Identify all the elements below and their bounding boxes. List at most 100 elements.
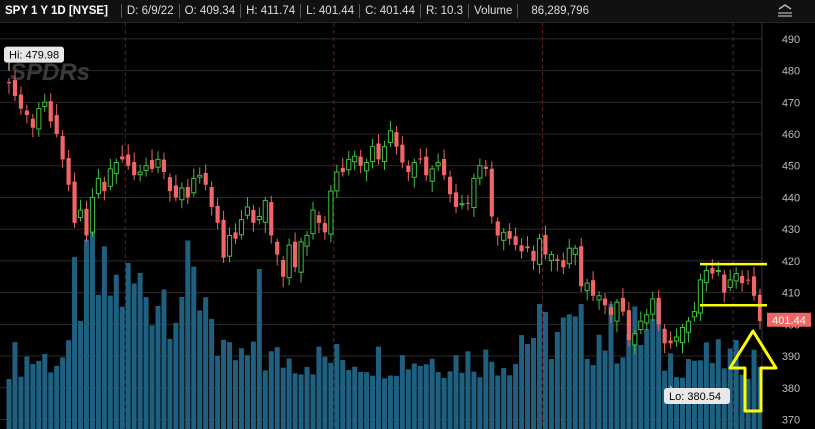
candle-body — [543, 234, 548, 255]
annotations: Hi: 479.98 Lo: 380.54 401.44 — [4, 46, 811, 413]
candle-body — [358, 156, 363, 166]
candle-body — [113, 162, 119, 175]
volume-bar — [209, 318, 215, 429]
candle-body — [328, 190, 334, 235]
volume-bar — [638, 344, 644, 429]
candle-body — [334, 171, 340, 192]
volume-bar — [560, 317, 566, 429]
volume-bar — [584, 358, 590, 429]
candle-body — [555, 259, 560, 261]
candle-body — [596, 295, 602, 301]
candle-body — [173, 185, 178, 198]
y-tick-label: 380 — [782, 383, 800, 395]
candle-body — [167, 177, 173, 192]
candle-body — [197, 174, 203, 178]
y-tick-label: 370 — [782, 414, 800, 426]
candle-body — [662, 328, 667, 344]
candle-body — [120, 156, 125, 160]
candle-body — [548, 254, 554, 262]
close-readout: C: 401.44 — [365, 5, 415, 17]
volume-bar — [399, 355, 405, 429]
candle-body — [638, 320, 644, 331]
y-tick-label: 440 — [782, 192, 800, 204]
candle-body — [525, 246, 530, 249]
volume-bar — [471, 371, 477, 429]
y-tick-label: 410 — [782, 288, 800, 300]
candle-body — [179, 187, 185, 201]
volume-bar — [405, 369, 411, 429]
volume-bar — [78, 321, 84, 429]
volume-bar — [596, 334, 602, 429]
volume-bar — [48, 372, 54, 429]
candle-body — [668, 340, 673, 344]
candle-body — [275, 241, 280, 255]
volume-bar — [477, 377, 483, 429]
volume-bar — [24, 356, 30, 429]
candle-body — [387, 130, 394, 143]
volume-bar — [489, 361, 495, 429]
volume-bar — [531, 337, 537, 429]
volume-bar — [453, 355, 459, 429]
candle-body — [244, 206, 250, 216]
volume-bar — [30, 364, 36, 429]
volume-bar — [745, 378, 751, 429]
candle-body — [293, 241, 298, 268]
y-tick-label: 490 — [782, 34, 800, 46]
candle-body — [471, 177, 477, 208]
volume-bar — [501, 367, 507, 429]
volume-bar — [155, 305, 161, 429]
header-divider — [300, 4, 302, 18]
volume-bar — [131, 283, 137, 429]
candle-body — [536, 238, 543, 265]
candle-body — [495, 221, 500, 236]
candlesticks — [6, 70, 763, 355]
volume-bar — [417, 365, 423, 429]
volume-bar — [137, 272, 143, 429]
candle-body — [715, 269, 721, 272]
volume-bar — [376, 346, 382, 429]
volume-bar — [650, 318, 656, 429]
volume-bar — [620, 357, 626, 429]
candle-body — [579, 246, 584, 287]
candle-body — [12, 80, 18, 96]
candle-body — [429, 168, 435, 182]
candle-body — [489, 168, 494, 217]
candle-body — [369, 146, 376, 163]
candle-body — [650, 298, 656, 315]
y-tick-label: 420 — [782, 256, 800, 268]
header-divider — [359, 4, 361, 18]
candle-body — [644, 314, 650, 324]
candle-body — [137, 171, 143, 176]
candle-body — [685, 320, 692, 333]
volume-bar — [554, 331, 560, 429]
candle-body — [143, 165, 149, 171]
symbol-label[interactable]: SPY 1 Y 1D [NYSE] — [5, 5, 108, 17]
volume-bar — [274, 347, 280, 429]
volume-bar — [149, 325, 155, 429]
volume-bar — [238, 348, 244, 429]
candle-body — [501, 231, 507, 241]
y-tick-label: 450 — [782, 161, 800, 173]
spdr-watermark: SPDRs — [10, 59, 90, 86]
volume-bar — [316, 346, 322, 429]
candle-body — [155, 158, 161, 168]
hi-label-box — [4, 46, 64, 63]
volume-readout: 86,289,796 — [531, 5, 589, 17]
expand-icon[interactable] — [777, 4, 793, 18]
volume-bar — [167, 338, 173, 429]
volume-bar — [203, 297, 209, 429]
volume-bar — [12, 342, 18, 429]
volume-bar — [113, 274, 119, 429]
volume-bar — [536, 304, 542, 429]
candle-body — [591, 280, 596, 296]
volume-bar — [42, 353, 48, 429]
volume-bar — [727, 348, 733, 429]
candle-body — [102, 181, 107, 192]
volume-bar — [256, 269, 262, 429]
volume-bar — [525, 343, 531, 429]
candle-body — [30, 118, 35, 128]
y-tick-label: 460 — [782, 129, 800, 141]
volume-bar — [125, 262, 131, 429]
candle-body — [95, 177, 101, 195]
